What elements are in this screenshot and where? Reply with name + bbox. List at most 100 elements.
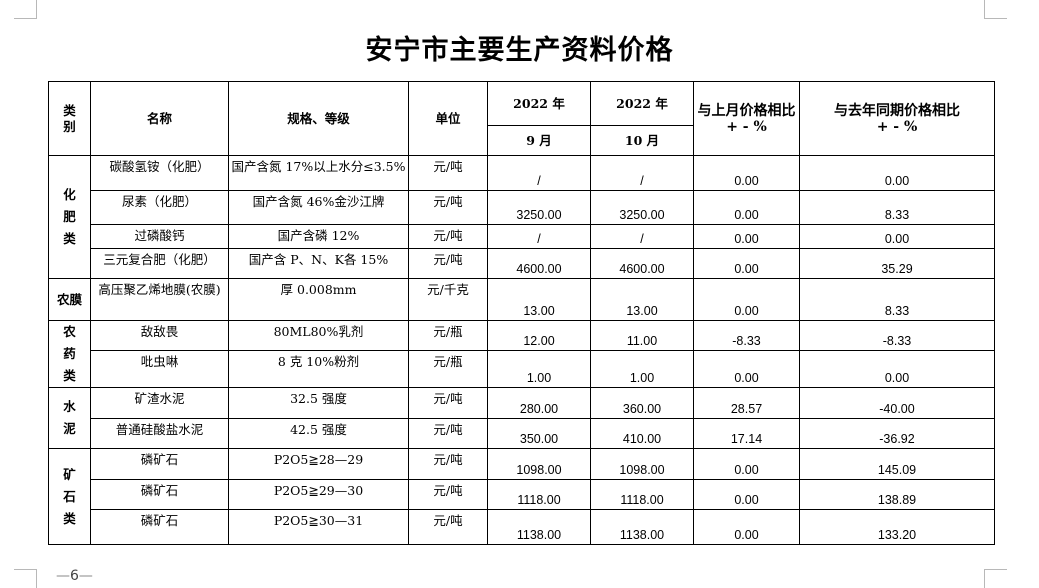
change-mom: 0.00 [693, 190, 800, 225]
price-sep: 1098.00 [487, 448, 591, 480]
table-row: 化肥类 碳酸氢铵（化肥） 国产含氮 17%以上水分≤3.5% 元/吨 //0.00 0.0… [48, 155, 995, 279]
product-name: 过磷酸钙 [90, 224, 229, 249]
table-row: 农药类 敌敌畏 80ML80%乳剂 元/瓶 12.00 11.00 -8.33 -8.33 [48, 319, 995, 388]
header-unit: 单位 [408, 81, 488, 156]
price-oct: 3250.00 [590, 190, 694, 225]
price-sep: 350.00 [487, 418, 591, 449]
product-spec: P2O5≧30—31 [228, 509, 409, 545]
product-name: 磷矿石 [90, 509, 229, 545]
product-name: 碳酸氢铵（化肥） [90, 155, 229, 191]
table-row: 水泥 矿渣水泥 32.5 强度 元/吨 280.00 360.00 28.57 -40.00 [48, 387, 995, 449]
change-mom: 0.00 [693, 509, 800, 545]
table-row: 三元复合肥（化肥） 国产含 P、N、K各 15% 元/吨 4600.00 4600.00… [49, 248, 995, 279]
price-sep: 1138.00 [487, 509, 591, 545]
table-row: 过磷酸钙 国产含磷 12% 元/吨 //0.00 0.00 [49, 224, 995, 249]
price-sep: 3250.00 [487, 190, 591, 225]
page-title: 安宁市主要生产资料价格 [365, 35, 674, 66]
product-unit: 元/瓶 [408, 350, 488, 388]
product-unit: 元/千克 [408, 278, 488, 321]
change-mom: 0.00 [693, 155, 800, 191]
price-oct: 1.00 [590, 350, 694, 388]
header-yoy: 与去年同期价格相比 + - % [799, 81, 995, 156]
change-yoy: 35.29 [799, 248, 995, 279]
header-year-oct: 2022 年 [590, 81, 694, 126]
table-row: 普通硅酸盐水泥 42.5 强度 元/吨 350.00 410.00 17.14 -36.92 [49, 418, 995, 449]
header-mom: 与上月价格相比 + - % [693, 81, 800, 156]
product-name: 吡虫啉 [90, 350, 229, 388]
header-name: 名称 [90, 81, 229, 156]
change-yoy: 0.00 [799, 155, 995, 191]
table-row: 尿素（化肥） 国产含氮 46%金沙江牌 元/吨 3250.00 3250.00 0.00 8… [49, 190, 995, 225]
product-spec: 32.5 强度 [228, 387, 409, 419]
table-row: 磷矿石 P2O5≧29—30 元/吨 1118.00 1118.00 0.00 138.89 [49, 479, 995, 510]
change-mom: 17.14 [693, 418, 800, 449]
price-sep: 13.00 [487, 278, 591, 321]
product-spec: 国产含磷 12% [228, 224, 409, 249]
crop-mark-top-right [984, 0, 1007, 19]
price-oct: 11.00 [590, 319, 694, 352]
price-sep: 1.00 [487, 350, 591, 388]
header-category: 类别 [48, 81, 91, 156]
page-number: 6 [56, 568, 93, 584]
table-row: 矿石类 磷矿石 P2O5≧28—29 元/吨 1098.00 1098.00 0.00 145… [48, 448, 995, 545]
price-sep: 280.00 [487, 387, 591, 419]
product-unit: 元/瓶 [408, 319, 488, 352]
table-row: 农膜 高压聚乙烯地膜(农膜) 厚 0.008mm 元/千克 13.00 13.00 0.00… [48, 278, 995, 321]
header-month-sep: 9 月 [487, 125, 591, 156]
price-sep: / [487, 155, 591, 191]
table-row: 吡虫啉 8 克 10%粉剂 元/瓶 1.00 1.00 0.00 0.00 [49, 350, 995, 388]
crop-mark-top-left [14, 0, 37, 19]
price-sep: 1118.00 [487, 479, 591, 510]
price-oct: 410.00 [590, 418, 694, 449]
price-oct: 1098.00 [590, 448, 694, 480]
change-mom: 0.00 [693, 448, 800, 480]
product-unit: 元/吨 [408, 155, 488, 191]
product-unit: 元/吨 [408, 248, 488, 279]
product-unit: 元/吨 [408, 190, 488, 225]
category-cell: 农药类 [48, 320, 91, 388]
product-name: 磷矿石 [90, 448, 229, 480]
product-spec: P2O5≧28—29 [228, 448, 409, 480]
crop-mark-bottom-left [14, 569, 37, 588]
price-oct: / [590, 224, 694, 249]
change-mom: 0.00 [693, 278, 800, 321]
change-mom: 0.00 [693, 248, 800, 279]
price-oct: 13.00 [590, 278, 694, 321]
category-cell: 矿石类 [48, 448, 91, 545]
price-oct: 360.00 [590, 387, 694, 419]
product-spec: P2O5≧29—30 [228, 479, 409, 510]
product-spec: 国产含氮 46%金沙江牌 [228, 190, 409, 225]
product-spec: 8 克 10%粉剂 [228, 350, 409, 388]
change-mom: -8.33 [693, 319, 800, 352]
change-yoy: 8.33 [799, 190, 995, 225]
product-name: 敌敌畏 [90, 319, 229, 352]
price-oct: / [590, 155, 694, 191]
product-name: 尿素（化肥） [90, 190, 229, 225]
change-yoy: 8.33 [799, 278, 995, 321]
product-spec: 国产含 P、N、K各 15% [228, 248, 409, 279]
change-yoy: -8.33 [799, 319, 995, 352]
price-oct: 4600.00 [590, 248, 694, 279]
product-unit: 元/吨 [408, 448, 488, 480]
change-yoy: 133.20 [799, 509, 995, 545]
header-month-oct: 10 月 [590, 125, 694, 156]
product-unit: 元/吨 [408, 418, 488, 449]
product-name: 矿渣水泥 [90, 387, 229, 419]
change-yoy: -40.00 [799, 387, 995, 419]
price-sep: 4600.00 [487, 248, 591, 279]
price-table: 类别 名称 规格、等级 单位 2022 年 2022 年 与上月价格相比 + -… [48, 81, 995, 545]
product-name: 磷矿石 [90, 479, 229, 510]
product-unit: 元/吨 [408, 224, 488, 249]
category-cell: 水泥 [48, 387, 91, 449]
change-yoy: 145.09 [799, 448, 995, 480]
change-yoy: -36.92 [799, 418, 995, 449]
change-mom: 0.00 [693, 479, 800, 510]
price-oct: 1138.00 [590, 509, 694, 545]
product-unit: 元/吨 [408, 387, 488, 419]
category-cell: 化肥类 [48, 155, 91, 279]
price-sep: / [487, 224, 591, 249]
price-sep: 12.00 [487, 319, 591, 352]
product-spec: 42.5 强度 [228, 418, 409, 449]
product-spec: 国产含氮 17%以上水分≤3.5% [228, 155, 409, 191]
header-year-sep: 2022 年 [487, 81, 591, 126]
